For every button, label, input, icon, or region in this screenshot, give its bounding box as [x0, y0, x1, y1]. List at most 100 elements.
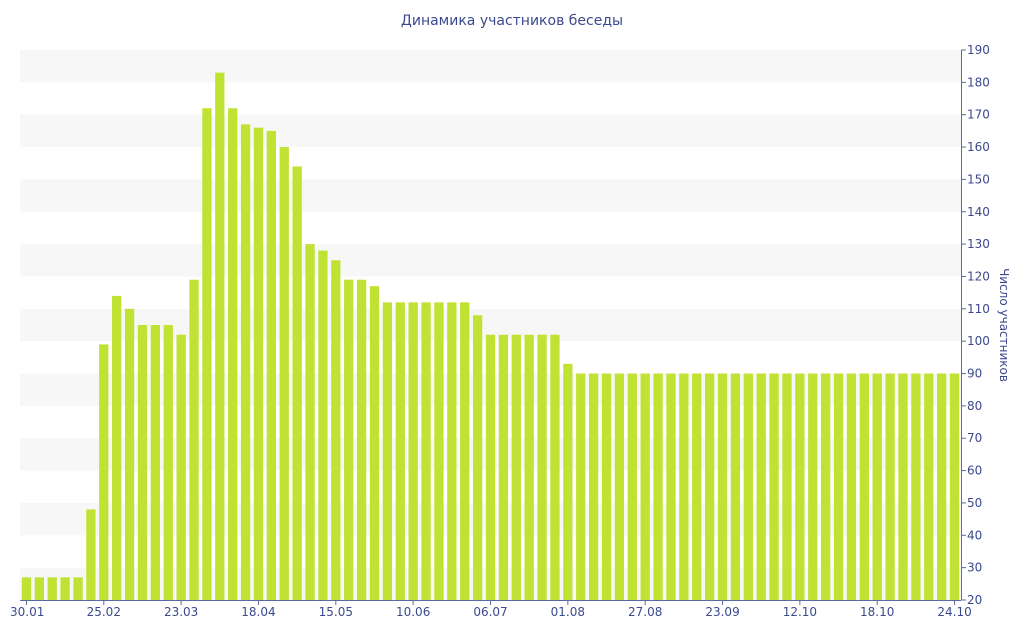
chart-title: Динамика участников беседы: [400, 13, 624, 29]
bar: [176, 334, 186, 600]
bar: [730, 373, 741, 600]
bar: [253, 127, 264, 600]
bar: [215, 72, 225, 601]
bar: [318, 250, 328, 600]
bar: [137, 325, 148, 600]
bar: [821, 373, 831, 600]
bar: [395, 302, 405, 600]
bar: [99, 344, 109, 600]
bar: [86, 509, 96, 600]
bar: [434, 302, 444, 600]
bar: [460, 302, 470, 600]
y-tick-label: 50: [967, 496, 982, 510]
bar: [344, 279, 354, 600]
bar: [846, 373, 857, 600]
bar: [576, 373, 586, 600]
bar: [369, 286, 380, 600]
y-tick-label: 150: [967, 172, 990, 186]
bar: [769, 373, 779, 600]
y-tick-label: 140: [967, 205, 990, 219]
y-tick-label: 120: [967, 269, 990, 283]
bar: [511, 334, 521, 600]
y-tick-label: 20: [967, 593, 982, 607]
bar: [524, 334, 534, 600]
x-tick-label: 27.08: [628, 605, 662, 619]
bar: [292, 166, 302, 600]
y-axis-title: Число участников: [997, 268, 1011, 382]
bar: [331, 260, 341, 600]
bar: [408, 302, 418, 600]
bar: [60, 577, 70, 600]
x-tick-label: 23.09: [705, 605, 739, 619]
bar: [859, 373, 869, 600]
x-tick-label: 23.03: [164, 605, 198, 619]
bar: [112, 295, 122, 600]
bar: [563, 363, 573, 600]
bar: [202, 108, 212, 600]
bar: [189, 279, 199, 600]
bar: [73, 577, 83, 600]
y-axis: 20 30 40 50 60 70 80 90 100 110 120 130 140 150 160 170…: [961, 43, 990, 607]
bar: [124, 308, 135, 600]
bar: [898, 373, 908, 600]
bar: [498, 334, 509, 600]
bar: [266, 130, 277, 600]
bar: [163, 325, 173, 600]
y-tick-label: 90: [967, 367, 982, 381]
bar: [588, 373, 599, 600]
bar: [627, 373, 637, 600]
x-tick-label: 15.05: [319, 605, 353, 619]
bar: [640, 373, 650, 600]
y-tick-label: 100: [967, 334, 990, 348]
bar: [601, 373, 612, 600]
bar: [34, 577, 44, 600]
x-axis: 30.01 25.02 23.03 18.04 15.05 10.06 06.07 01.08…: [10, 600, 972, 619]
bar: [782, 373, 792, 600]
y-tick-label: 70: [967, 431, 982, 445]
x-tick-label: 12.10: [783, 605, 817, 619]
bar: [911, 373, 921, 600]
bar: [614, 373, 625, 600]
x-tick-label: 01.08: [551, 605, 585, 619]
x-tick-label: 18.10: [860, 605, 894, 619]
bar: [692, 373, 702, 600]
x-tick-label: 06.07: [473, 605, 507, 619]
bar: [872, 373, 882, 600]
y-tick-label: 110: [967, 302, 990, 316]
y-tick-label: 40: [967, 528, 982, 542]
bar: [279, 147, 289, 600]
bar: [833, 373, 844, 600]
x-tick-label: 25.02: [87, 605, 121, 619]
y-tick-label: 190: [967, 43, 990, 57]
bar: [485, 334, 496, 600]
bar: [356, 279, 367, 600]
bar: [21, 577, 32, 600]
bar: [47, 577, 57, 600]
bar: [447, 302, 457, 600]
y-tick-label: 130: [967, 237, 990, 251]
bar: [949, 373, 960, 600]
bar: [756, 373, 766, 600]
x-tick-label: 24.10: [937, 605, 971, 619]
bar: [382, 302, 393, 600]
y-tick-label: 30: [967, 561, 982, 575]
grid-band: [20, 114, 961, 148]
x-tick-label: 30.01: [10, 605, 44, 619]
bar: [550, 334, 560, 600]
bar: [653, 373, 663, 600]
bar: [472, 315, 483, 600]
bars: [21, 72, 960, 601]
bar: [924, 373, 934, 600]
x-tick-label: 10.06: [396, 605, 430, 619]
bar: [808, 373, 818, 600]
bar: [717, 373, 728, 600]
bar: [537, 334, 547, 600]
bar: [795, 373, 805, 600]
bar: [228, 108, 238, 600]
y-tick-label: 180: [967, 75, 990, 89]
x-tick-label: 18.04: [241, 605, 275, 619]
bar: [305, 244, 315, 600]
grid-band: [20, 244, 961, 277]
bar: [937, 373, 947, 600]
